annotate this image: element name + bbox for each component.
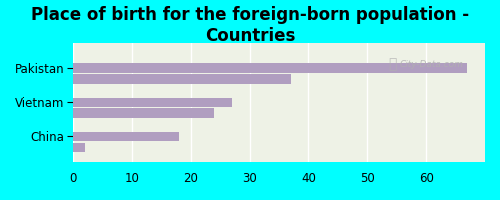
- Text: Place of birth for the foreign-born population -
Countries: Place of birth for the foreign-born popu…: [31, 6, 469, 45]
- Bar: [73, 143, 85, 152]
- Bar: [73, 74, 291, 84]
- Text: City-Data.com: City-Data.com: [400, 60, 464, 69]
- Bar: [73, 108, 214, 118]
- Text: ⦾: ⦾: [388, 57, 396, 71]
- Bar: [73, 98, 232, 107]
- Bar: [73, 132, 179, 141]
- Bar: [73, 63, 468, 73]
